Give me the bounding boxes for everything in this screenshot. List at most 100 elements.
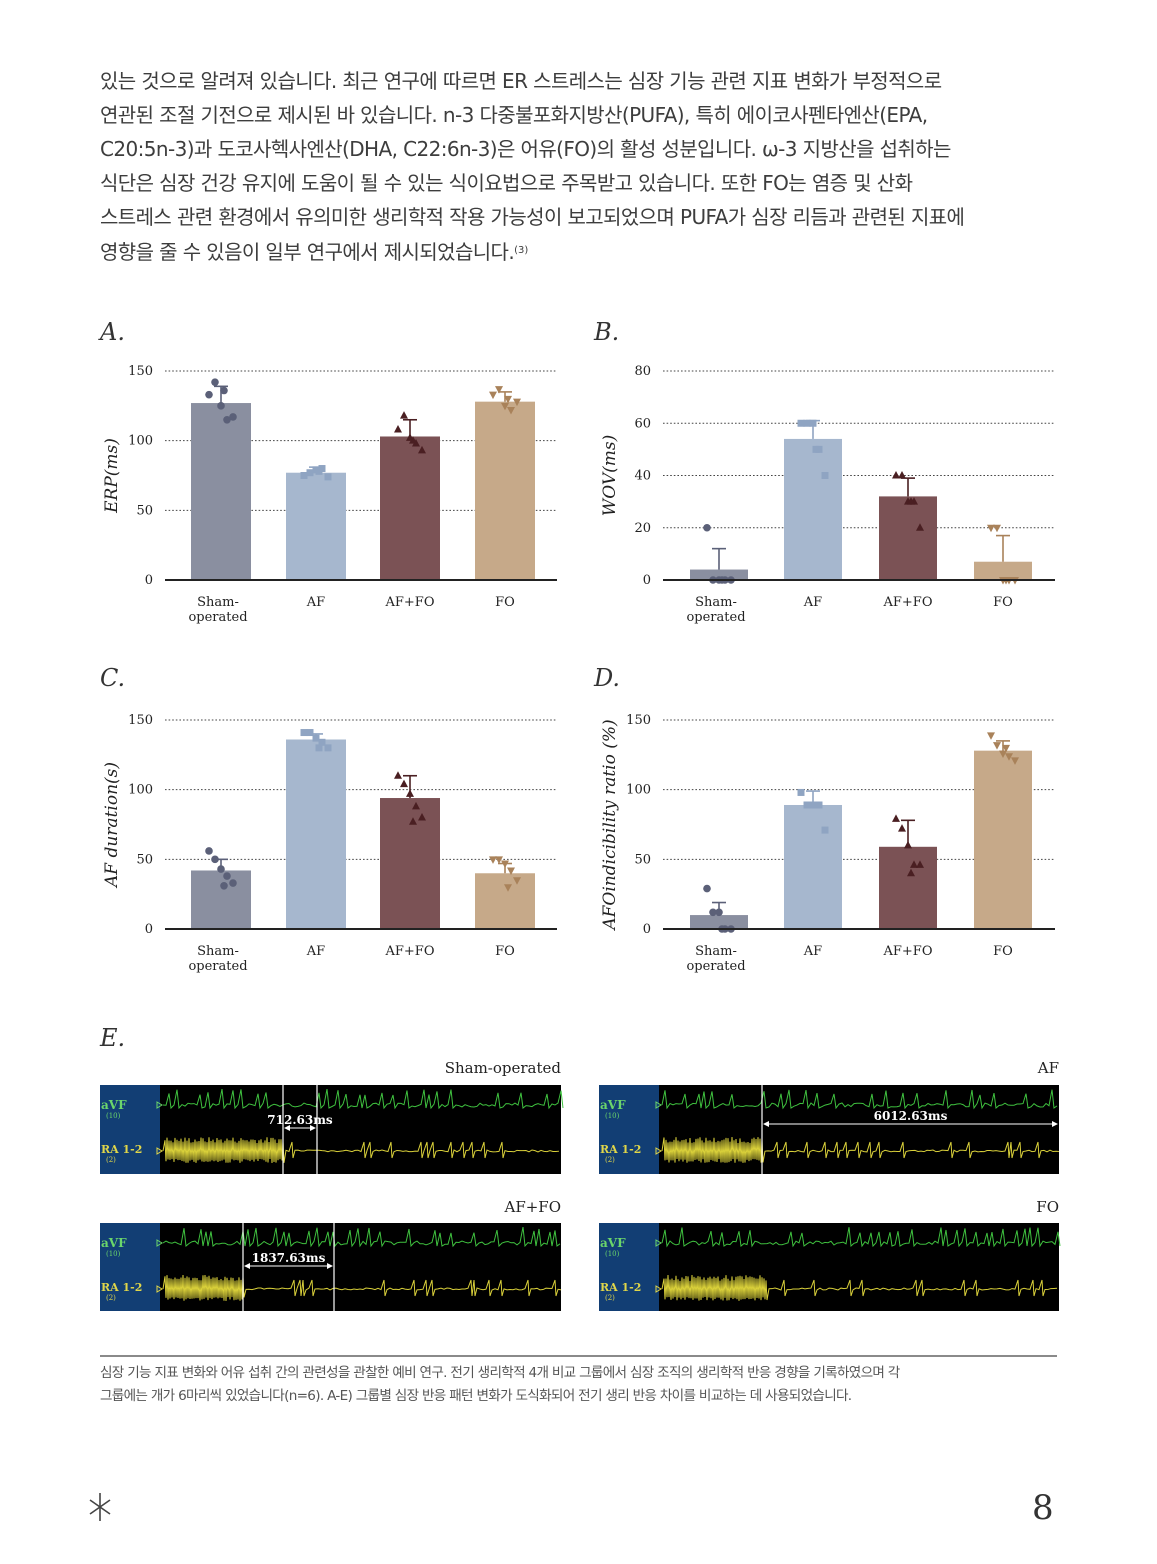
ecg-trace-top [162,1227,561,1248]
intro-reference: (3) [514,245,529,256]
data-point [223,415,231,424]
data-point [1005,753,1013,761]
bar-charts: A. 0 50 100 150 ERP(ms) Sham-operated AF AF+FO FO… [98,318,1055,974]
x-tick-label: FO [993,595,1013,610]
data-point [513,398,521,407]
x-tick-label: AF+FO [883,944,933,959]
data-point [892,814,900,822]
data-point [394,771,402,779]
chart-panel-d: D. 0 50 100 150 AFOindicibility ratio (%) Sham… [593,664,1055,974]
data-point [300,729,308,737]
y-tick-label: 60 [634,416,651,431]
bar-3 [974,750,1032,929]
ecg-channel-sidebar [100,1223,160,1311]
data-point [406,789,414,797]
data-point [318,738,326,746]
ecg-panel-title: AF [1037,1059,1059,1077]
panel-letter: A. [98,318,125,346]
ecg-trace-bottom [661,1137,1060,1163]
measure-label: 6012.63ms [874,1109,948,1123]
ecg-screen [599,1223,1059,1311]
x-tick-label: FO [993,944,1013,959]
x-tick-label: FO [495,944,515,959]
data-point [229,413,237,421]
data-point [324,744,332,752]
y-tick-label: 50 [136,852,153,867]
data-point [223,872,231,880]
data-point [315,744,323,752]
y-tick-label: 0 [643,922,651,937]
bar-2 [879,496,937,580]
data-point [394,425,402,433]
ecg-panel-title: FO [1036,1198,1059,1216]
channel-label-top: aVF [101,1236,127,1250]
ecg-trace-top [661,1227,1061,1248]
channel-marker [655,1239,662,1247]
data-point [409,436,417,444]
panel-letter: B. [593,318,619,346]
x-tick-label: AF [803,944,822,959]
bar-0 [690,915,748,929]
data-point [715,908,723,917]
y-tick-label: 20 [634,521,651,536]
channel-marker [655,1147,662,1155]
channel-marker [156,1239,163,1247]
data-point [812,445,820,453]
data-point [907,868,915,877]
x-tick-label: AF [306,595,325,610]
channel-label-top: aVF [600,1236,626,1250]
ecg-panel: FO aVF(10) RA 1-2(2) [599,1198,1061,1311]
x-tick-label: AF+FO [883,595,933,610]
measure-arrow [1052,1121,1058,1127]
data-point [703,523,711,532]
data-point [999,750,1007,758]
data-point [507,867,515,875]
data-point [904,840,912,849]
ecg-channel-sidebar [100,1085,160,1174]
ecg-trace-bottom [162,1275,562,1301]
ecg-trace-bottom [162,1137,560,1163]
channel-marker [655,1101,662,1109]
data-point [495,386,503,394]
intro-line: 영향을 줄 수 있음이 일부 연구에서 제시되었습니다. [100,240,515,264]
data-point [993,524,1001,533]
data-point [898,471,906,479]
data-point [501,402,509,411]
channel-label-top: aVF [101,1098,127,1112]
data-point [504,395,512,404]
channel-label-bottom: RA 1-2 [600,1143,641,1156]
data-point [205,390,213,399]
data-point [324,473,332,481]
x-tick-label: operated [686,959,745,974]
ecg-trace-top [661,1089,1058,1110]
caption-divider [100,1355,1057,1357]
data-point [821,826,829,834]
y-tick-label: 100 [626,783,651,798]
y-tick-label: 150 [128,364,153,379]
y-axis-label: WOV(ms) [600,435,620,517]
bar-0 [690,569,748,580]
chart-panel-b: B. 0 20 40 60 80 WOV(ms) Sham-operated AF AF+FO FO [593,318,1055,625]
data-point [916,523,924,531]
caption-line: 심장 기능 지표 변화와 어유 섭취 간의 관련성을 관찰한 예비 연구. 전기… [100,1365,900,1381]
x-tick-label: Sham- [197,595,239,610]
data-point [993,742,1001,750]
bar-1 [784,804,842,929]
ecg-panel: Sham-operated aVF(10) RA 1-2(2) 712.63ms [100,1059,564,1174]
intro-line: 식단은 심장 건강 유지에 도움이 될 수 있는 식이요법으로 주목받고 있습니… [100,171,913,195]
bar-1 [286,472,346,580]
data-point [217,865,225,873]
y-tick-label: 40 [634,469,651,484]
data-point [898,824,906,832]
data-point [803,801,811,809]
panel-letter: D. [593,664,620,692]
y-tick-label: 50 [634,852,651,867]
data-point [418,445,426,454]
measure-label: 1837.63ms [252,1251,326,1265]
ecg-panel: AF+FO aVF(10) RA 1-2(2) 1837.63ms [100,1198,562,1311]
ecg-channel-sidebar [599,1085,659,1174]
y-tick-label: 0 [145,922,153,937]
intro-paragraph: 있는 것으로 알려져 있습니다. 최근 연구에 따르면 ER 스트레스는 심장 … [100,64,1060,269]
figure-caption: 심장 기능 지표 변화와 어유 섭취 간의 관련성을 관찰한 예비 연구. 전기… [100,1362,1060,1408]
data-point [229,879,237,887]
